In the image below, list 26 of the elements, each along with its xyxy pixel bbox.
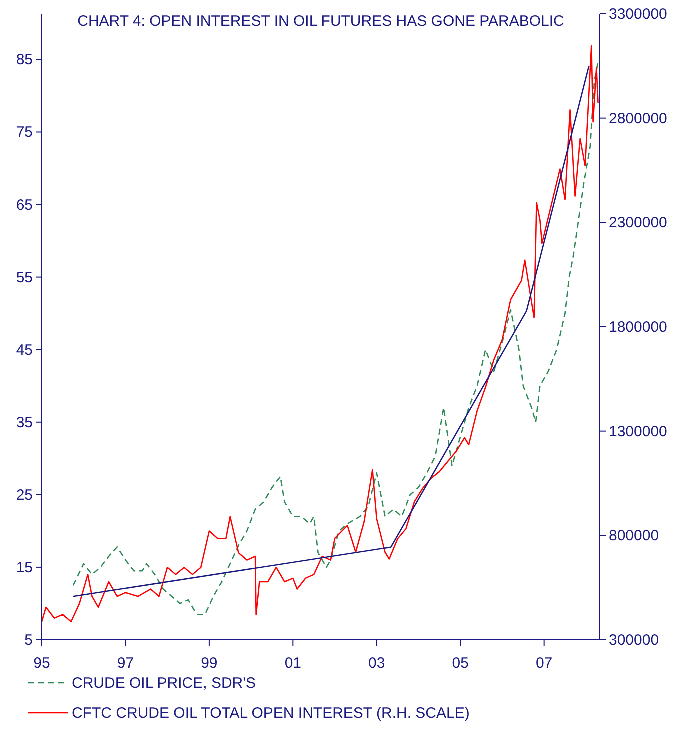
x-tick-label: 03 <box>368 655 386 672</box>
y2-tick-label: 1300000 <box>609 423 668 440</box>
y-tick-label: 65 <box>16 196 33 214</box>
legend-label: CRUDE OIL PRICE, SDR'S <box>72 675 256 692</box>
chart-title: CHART 4: OPEN INTEREST IN OIL FUTURES HAS GONE PARABOLIC <box>78 13 565 30</box>
x-tick-label: 97 <box>117 655 134 672</box>
x-tick-label: 05 <box>452 655 469 672</box>
y-tick-label: 5 <box>24 632 33 649</box>
y-tick-label: 25 <box>16 486 33 504</box>
y-tick-label: 75 <box>16 124 33 142</box>
x-tick-label: 99 <box>201 655 218 672</box>
y2-tick-label: 2300000 <box>609 214 668 232</box>
y-tick-label: 45 <box>16 342 33 359</box>
x-tick-label: 95 <box>34 655 50 672</box>
legend-label: CFTC CRUDE OIL TOTAL OPEN INTEREST (R.H. SCALE) <box>72 705 470 722</box>
x-tick-label: 01 <box>284 655 302 672</box>
y2-tick-label: 1800000 <box>609 319 668 336</box>
y-tick-label: 35 <box>16 414 33 432</box>
x-tick-label: 07 <box>536 655 553 672</box>
y2-tick-label: 300000 <box>609 632 660 649</box>
y2-tick-label: 2800000 <box>609 110 668 128</box>
y-tick-label: 55 <box>16 269 33 286</box>
y2-tick-label: 800000 <box>609 528 660 545</box>
y-tick-label: 15 <box>16 559 33 576</box>
y2-tick-label: 3300000 <box>609 6 668 23</box>
y-tick-label: 85 <box>16 52 33 69</box>
